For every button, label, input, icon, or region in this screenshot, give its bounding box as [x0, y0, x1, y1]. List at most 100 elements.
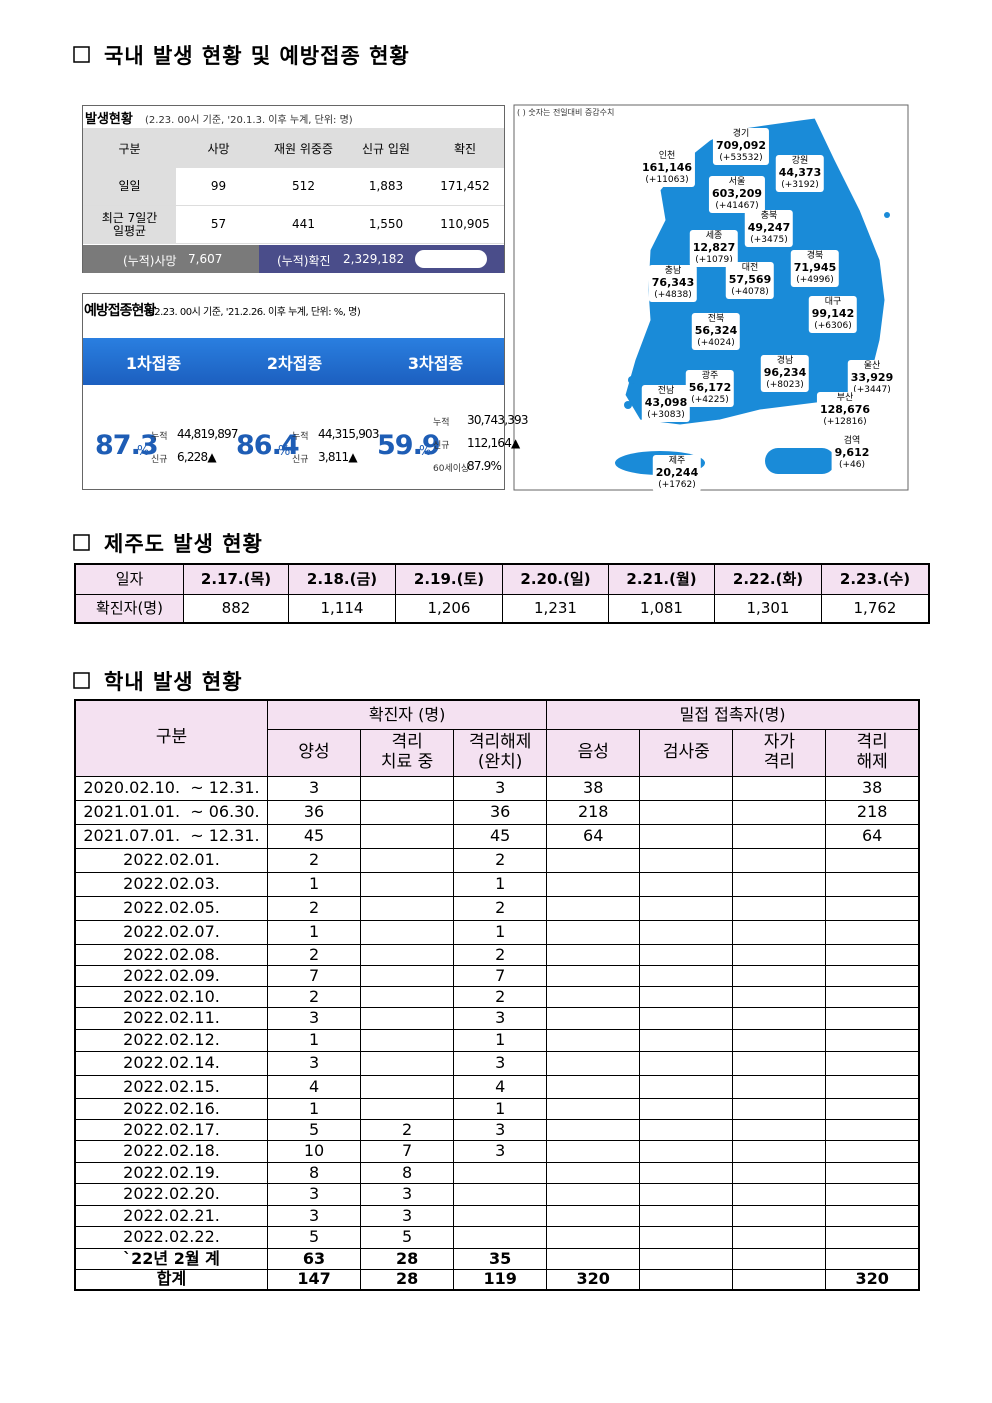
cell [360, 847, 455, 873]
cell: 28 [360, 1268, 455, 1291]
region-change: (+3192) [781, 180, 819, 190]
cell: 4 [453, 1074, 548, 1099]
region-total: 43,098 [644, 396, 688, 409]
checkbox [73, 672, 90, 689]
cell: 확진자(명) [74, 593, 184, 624]
cell: 64 [825, 823, 920, 849]
cell: 4 [266, 1074, 362, 1099]
column-header: 재원 위중증 [261, 128, 346, 168]
cell: 3 [453, 1050, 548, 1076]
cell: 5 [360, 1225, 455, 1249]
cell [360, 871, 455, 897]
cell [546, 1050, 641, 1076]
region-label: 부산 128,676 (+12816) [816, 392, 874, 429]
cell: 2022.02.11. [74, 1006, 268, 1030]
region-total: 56,324 [694, 324, 738, 337]
region-name: 전북 [707, 314, 725, 324]
region-name: 제주 [668, 456, 686, 466]
cell: 5 [266, 1225, 362, 1249]
cell: 3 [453, 775, 548, 801]
cell: 45 [266, 823, 362, 849]
cell [546, 1204, 641, 1227]
cell [546, 847, 641, 873]
cell [825, 871, 920, 897]
region-total: 56,172 [688, 381, 732, 394]
data-row: 2021.01.01. ~ 06.30. 36 36 218 218 [74, 799, 920, 825]
cell [639, 895, 734, 921]
cell [639, 1161, 734, 1184]
cell [732, 1182, 827, 1206]
data-row: 2022.02.15. 4 4 [74, 1074, 920, 1099]
outbreak-panel: 발생현황 (2.23. 00시 기준, '20.1.3. 이후 누계, 단위: 명… [82, 105, 505, 273]
cell: 1,301 [714, 593, 822, 624]
island [628, 376, 636, 384]
column-header: 신규 입원 [346, 128, 426, 168]
cell [546, 895, 641, 921]
data-row: 2022.02.22. 5 5 [74, 1225, 920, 1249]
cell: 3 [360, 1204, 455, 1227]
cell [546, 1097, 641, 1120]
region-name: 세종 [705, 231, 723, 241]
region-label: 광주 56,172 (+4225) [685, 370, 735, 407]
cell [639, 985, 734, 1008]
region-label: 경기 709,092 (+53532) [712, 128, 770, 165]
cell: 171,452 [426, 168, 504, 206]
header-cell: 2.17.(목) [183, 563, 289, 595]
region-change: (+4996) [796, 275, 834, 285]
footer-right: (누적)확진 2,329,182 [259, 245, 504, 273]
cell: 110,905 [426, 206, 504, 244]
cell [546, 871, 641, 897]
item-value: 30,743,393 [467, 413, 529, 427]
cell: 147 [266, 1268, 362, 1291]
vaccination-panel: 예방접종현황 (02.23. 00시 기준, '21.2.26. 이후 누계, 단… [82, 293, 529, 490]
cell [732, 1074, 827, 1099]
cell [639, 799, 734, 825]
header-cell: 2.22.(화) [714, 563, 822, 595]
region-change: (+8023) [766, 380, 804, 390]
cell [546, 1118, 641, 1141]
data-row: 2022.02.14. 3 3 [74, 1050, 920, 1076]
cell [453, 1225, 548, 1249]
cell: 36 [266, 799, 362, 825]
row-label: 최근 7일간 일평균 [83, 206, 176, 244]
region-name: 대전 [741, 263, 759, 273]
cell: 218 [546, 799, 641, 825]
cell [453, 1204, 548, 1227]
cell: 1,231 [502, 593, 609, 624]
region-label: 대전 57,569 (+4078) [725, 262, 775, 299]
cell: 2022.02.20. [74, 1182, 268, 1206]
pill [415, 250, 487, 268]
region-name: 인천 [658, 151, 676, 161]
cell [546, 1247, 641, 1270]
section-title: 학내 발생 현황 [104, 670, 243, 694]
item-label: 누적 [433, 418, 450, 428]
item-value: 44,315,903 [318, 427, 380, 441]
cell: 1,081 [608, 593, 715, 624]
cell [639, 1050, 734, 1076]
cell [825, 1006, 920, 1030]
data-row: 2022.02.20. 3 3 [74, 1182, 920, 1206]
data-row: 2022.02.17. 5 2 3 [74, 1118, 920, 1141]
data-row: 2022.02.08. 2 2 [74, 943, 920, 966]
data-row: 2022.02.19. 8 8 [74, 1161, 920, 1184]
footer-label: (누적)사망 [123, 254, 177, 268]
item-label: 신규 [433, 441, 450, 451]
region-total: 9,612 [834, 446, 870, 459]
cell [453, 1161, 548, 1184]
cell [732, 799, 827, 825]
cell: 38 [825, 775, 920, 801]
data-row: 합계 147 28 119 320 320 [74, 1268, 920, 1291]
region-change: (+41467) [715, 201, 759, 211]
cell: 1,114 [288, 593, 396, 624]
cell [825, 985, 920, 1008]
cell [732, 1268, 827, 1291]
cell: 57 [176, 206, 261, 244]
cell [360, 1028, 455, 1052]
cell: 7 [266, 964, 362, 987]
cell [825, 1050, 920, 1076]
item-value: 112,164▲ [467, 436, 520, 450]
cell: 3 [266, 1006, 362, 1030]
cell: 2 [266, 895, 362, 921]
region-label: 경북 71,945 (+4996) [790, 250, 840, 287]
cell [825, 1097, 920, 1120]
